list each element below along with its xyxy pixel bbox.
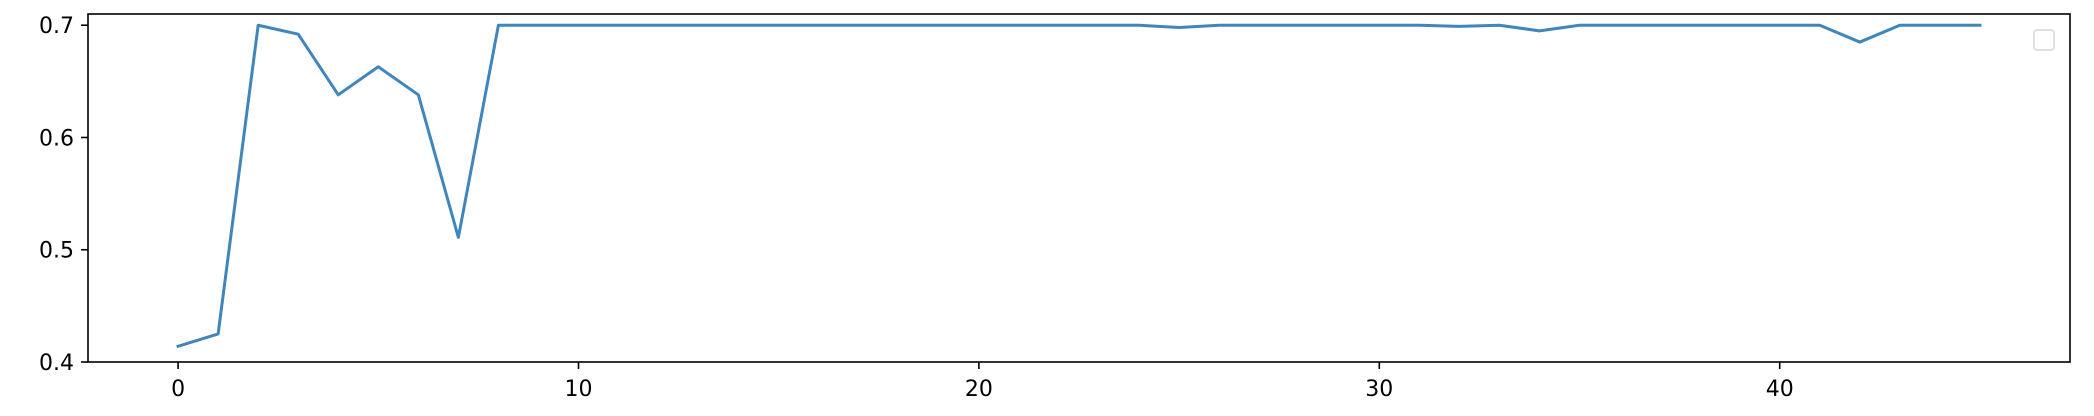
y-tick-label: 0.6 [39, 126, 74, 151]
plot-frame [87, 13, 2071, 363]
x-tick-label: 0 [171, 377, 185, 402]
x-tick-label: 30 [1365, 377, 1393, 402]
legend-box [2033, 29, 2055, 51]
y-tick-label: 0.4 [39, 351, 74, 376]
x-tick-label: 40 [1766, 377, 1794, 402]
legend [2033, 29, 2055, 51]
y-tick-label: 0.5 [39, 239, 74, 264]
series-line [176, 23, 1982, 349]
y-tick-label: 0.7 [39, 14, 74, 39]
x-tick-label: 10 [564, 377, 592, 402]
series-layer [176, 23, 1982, 349]
ticks-layer: 0 10 20 30 40 0.4 0.5 0.6 0.7 [39, 14, 1794, 402]
x-tick-label: 20 [965, 377, 993, 402]
